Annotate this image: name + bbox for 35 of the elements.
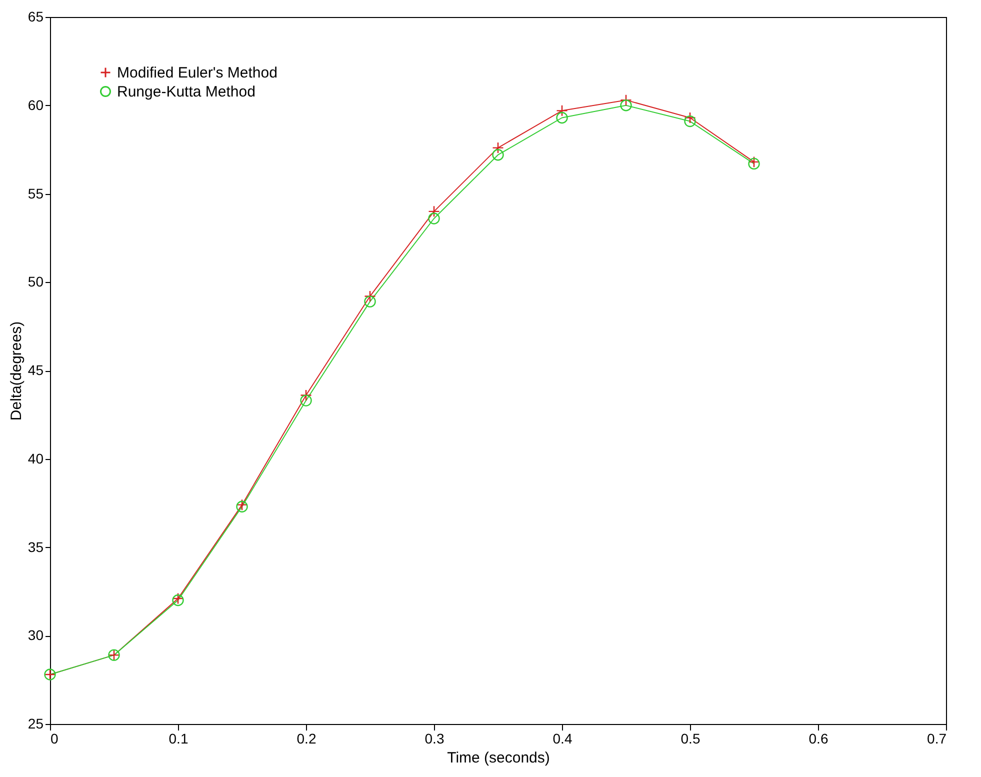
point [492,142,504,154]
y-tick-label: 30 [28,627,44,644]
y-tick-label: 40 [28,450,44,466]
point [492,149,504,161]
y-tick-label: 55 [28,185,44,202]
x-tick-label: 0.5 [680,730,700,746]
x-tick-label: 0.7 [927,730,947,746]
x-tick-label: 0.4 [552,730,572,746]
point [620,100,632,112]
point [684,112,696,124]
y-tick-label: 60 [28,96,44,113]
x-tick-label: 0.1 [168,730,188,746]
legend-label: Runge-Kutta Method [117,84,256,100]
point [300,394,312,406]
legend-label: Modified Euler's Method [117,64,278,82]
point [364,290,376,302]
y-tick-label: 50 [28,274,44,290]
point [684,115,696,128]
x-tick-label: 0.3 [424,730,444,746]
point [556,104,568,117]
point [364,296,376,308]
y-tick-label: 45 [28,362,44,378]
x-tick-label: 0.2 [296,730,316,746]
point [300,389,312,402]
y-tick-label: 35 [28,538,44,555]
y-tick-label: 25 [28,716,44,732]
point [428,212,440,224]
point [556,112,568,124]
x-tick-label: 0.6 [808,730,828,746]
y-tick-label: 65 [28,8,44,24]
point [428,206,440,218]
x-tick-label: 0 [50,730,58,746]
y-axis-title: Delta(degrees) [8,321,25,421]
point [620,94,632,106]
x-axis-title: Time (seconds) [447,750,550,766]
